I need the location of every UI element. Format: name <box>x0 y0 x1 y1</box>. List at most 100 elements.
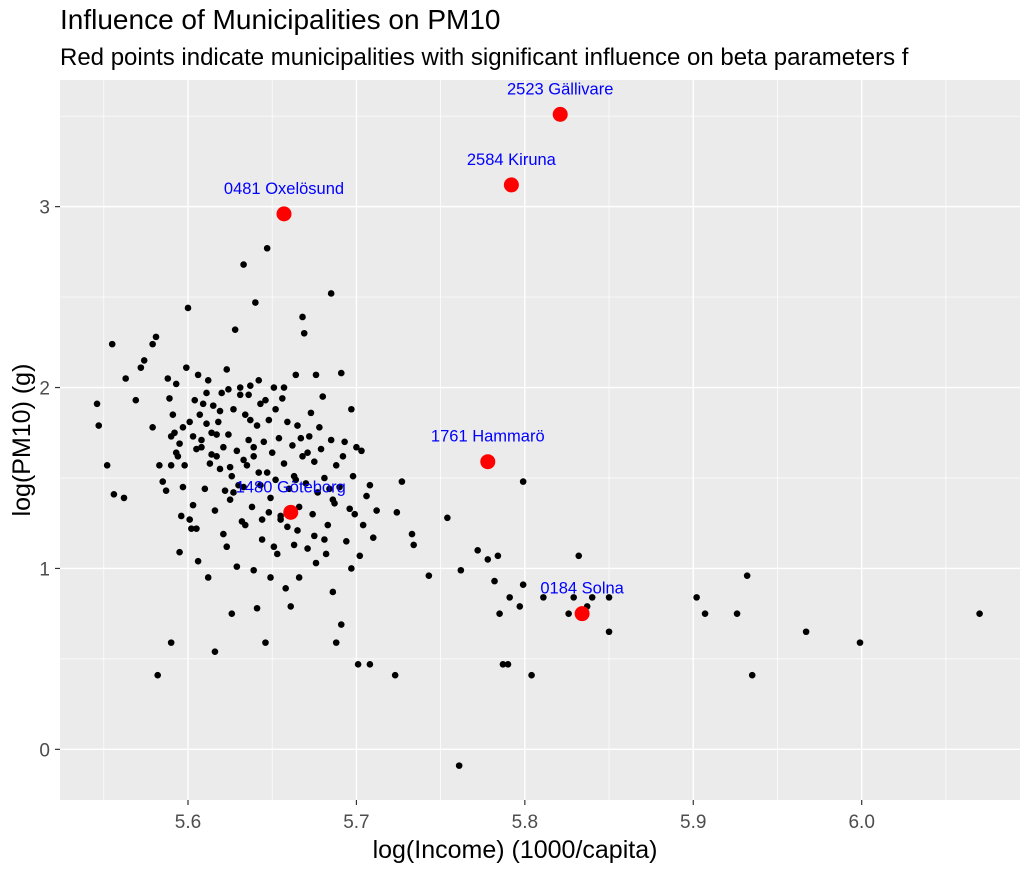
data-point <box>250 452 257 460</box>
data-point <box>250 566 257 574</box>
data-point <box>156 462 163 469</box>
data-point <box>257 481 264 489</box>
grid-lines <box>60 80 1020 800</box>
data-point <box>327 436 335 444</box>
data-point <box>373 507 380 514</box>
data-point <box>307 409 315 417</box>
data-point <box>268 449 276 456</box>
data-point <box>262 639 269 646</box>
data-point <box>247 416 254 424</box>
data-point <box>317 445 325 453</box>
influential-point <box>276 206 292 222</box>
data-point <box>198 436 205 444</box>
data-point <box>292 371 300 379</box>
data-point <box>292 476 300 484</box>
y-tick-label: 1 <box>39 559 50 580</box>
data-point <box>565 610 572 617</box>
y-tick-label: 2 <box>39 379 50 400</box>
data-point <box>198 443 205 451</box>
data-point <box>484 556 492 563</box>
data-point <box>262 396 269 404</box>
data-point <box>353 443 360 451</box>
data-point <box>284 523 291 531</box>
data-point <box>221 487 229 494</box>
data-point <box>516 603 524 610</box>
data-point <box>748 671 756 679</box>
data-point <box>199 400 207 408</box>
point-label: 1480 Göteborg <box>236 478 346 496</box>
data-point <box>162 487 170 494</box>
data-point <box>149 424 156 431</box>
data-point <box>337 369 345 377</box>
data-point <box>496 610 503 617</box>
data-point <box>267 574 274 581</box>
data-point <box>570 594 577 601</box>
data-point <box>349 472 357 480</box>
data-point <box>343 538 350 545</box>
data-point <box>211 507 219 514</box>
data-point <box>215 418 222 426</box>
data-point <box>285 485 293 493</box>
data-point <box>186 516 193 523</box>
data-point <box>204 377 212 384</box>
data-point <box>354 661 362 668</box>
data-point <box>240 483 247 491</box>
data-point <box>208 451 215 458</box>
chart-title: Influence of Municipalities on PM10 <box>60 4 501 35</box>
data-point <box>332 639 340 646</box>
data-point <box>588 594 596 601</box>
influential-point <box>503 177 519 193</box>
data-point <box>287 603 295 610</box>
data-point <box>230 489 237 496</box>
point-label: 1761 Hammarö <box>431 428 545 446</box>
data-point <box>540 594 547 601</box>
data-point <box>506 594 513 601</box>
data-point <box>280 460 288 467</box>
data-point <box>322 550 330 558</box>
data-points <box>93 106 983 769</box>
data-point <box>258 536 266 543</box>
data-point <box>218 389 225 397</box>
data-point <box>284 418 291 426</box>
data-point <box>236 384 244 391</box>
data-point <box>351 510 359 518</box>
data-point <box>179 483 187 491</box>
data-point <box>171 429 178 437</box>
data-point <box>312 559 320 567</box>
plot-panel <box>60 80 1020 800</box>
data-point <box>444 514 451 522</box>
data-point <box>209 402 217 409</box>
data-point <box>733 610 741 617</box>
data-point <box>272 405 279 413</box>
data-point <box>273 550 281 558</box>
data-point <box>225 431 232 438</box>
data-point <box>605 628 613 636</box>
point-labels: 2523 Gällivare 2584 Kiruna 0481 Oxelösund 1… <box>224 80 625 597</box>
data-point <box>504 661 512 668</box>
data-point <box>166 395 173 402</box>
data-point <box>255 377 263 384</box>
data-point <box>346 505 353 513</box>
data-point <box>329 588 337 596</box>
data-point <box>324 521 332 529</box>
data-point <box>228 610 236 617</box>
data-point <box>253 422 261 429</box>
data-point <box>258 516 266 523</box>
data-point <box>393 509 401 516</box>
data-point <box>408 530 416 538</box>
data-point <box>250 443 257 451</box>
data-point <box>270 543 278 551</box>
data-point <box>154 671 161 679</box>
x-axis-title: log(Income) (1000/capita) <box>373 836 658 864</box>
data-point <box>302 480 310 487</box>
data-point <box>289 442 296 449</box>
data-point <box>356 552 364 560</box>
data-point <box>312 371 320 379</box>
data-point <box>366 481 374 489</box>
data-point <box>272 476 279 484</box>
data-point <box>311 532 318 540</box>
data-point <box>226 496 234 503</box>
data-point <box>263 244 271 252</box>
y-axis-title: log(PM10) (g) <box>8 364 36 517</box>
data-point <box>457 566 465 574</box>
